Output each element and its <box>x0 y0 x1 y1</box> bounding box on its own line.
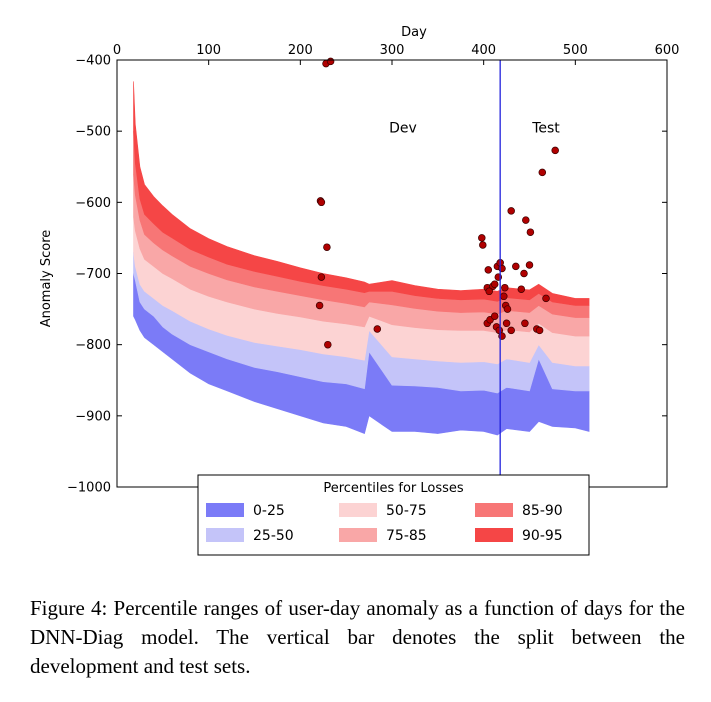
legend-swatch <box>339 528 377 542</box>
outlier-point <box>324 340 332 349</box>
x-tick-label: 200 <box>288 43 313 58</box>
legend-swatch <box>339 503 377 517</box>
x-axis-label: Day <box>401 25 427 40</box>
outlier-point <box>507 326 515 335</box>
outlier-point <box>479 241 487 249</box>
legend-label: 50-75 <box>386 503 427 519</box>
outlier-point <box>512 262 520 271</box>
outlier-point <box>542 294 550 303</box>
band-90-95 <box>133 81 590 306</box>
legend-swatch <box>475 528 513 542</box>
annotations: Dev Test <box>389 121 560 137</box>
outlier-point <box>535 326 544 335</box>
outlier-point <box>522 216 530 224</box>
legend-swatch <box>206 503 244 517</box>
outlier-point <box>317 198 326 207</box>
outlier-point <box>520 269 528 278</box>
annotation-test: Test <box>531 121 560 137</box>
x-tick-label: 0 <box>113 43 121 58</box>
outlier-point <box>485 287 493 296</box>
outlier-point <box>323 243 331 251</box>
outlier-point <box>490 280 499 288</box>
x-tick-label: 100 <box>196 43 221 58</box>
outlier-point <box>500 292 508 301</box>
legend-box <box>197 474 590 556</box>
y-axis-ticks: −400 −500 −600 −700 −800 −900 −1000 <box>67 54 667 496</box>
outlier-point <box>551 146 559 155</box>
annotation-dev: Dev <box>389 121 417 137</box>
y-tick-label: −1000 <box>67 481 111 496</box>
legend-swatch <box>475 503 513 517</box>
percentile-bands <box>133 81 590 436</box>
outlier-point <box>501 283 509 292</box>
legend-label: 90-95 <box>522 528 563 544</box>
outlier-point <box>502 319 511 328</box>
outlier-point <box>373 325 382 333</box>
outlier-point <box>526 228 535 236</box>
outlier-points <box>315 57 559 349</box>
legend-label: 0-25 <box>253 503 285 519</box>
x-axis-ticks: 0 100 200 300 400 500 600 <box>113 43 680 487</box>
x-tick-label: 400 <box>471 43 496 58</box>
y-axis-label: Anomaly Score <box>39 230 54 328</box>
outlier-point <box>503 305 512 313</box>
chart-figure: 0 100 200 300 400 500 600 −400 −500 −600 −700 −800… <box>39 25 680 556</box>
outlier-point <box>317 273 326 281</box>
outlier-point <box>521 319 529 328</box>
outlier-point <box>507 207 515 215</box>
legend-title: Percentiles for Losses <box>323 481 464 496</box>
y-tick-label: −400 <box>75 54 111 69</box>
outlier-point <box>490 312 499 320</box>
y-tick-label: −800 <box>75 338 111 353</box>
figure-caption: Figure 4: Percentile ranges of user-day … <box>30 596 685 678</box>
x-tick-label: 500 <box>563 43 588 58</box>
outlier-point <box>478 234 486 242</box>
legend: Percentiles for Losses 0-25 25-50 50-75 75-8… <box>197 474 590 556</box>
outlier-point <box>326 57 335 66</box>
legend-swatch <box>206 528 244 542</box>
outlier-point <box>484 266 493 274</box>
y-tick-label: −600 <box>75 196 111 211</box>
outlier-point <box>538 168 547 177</box>
x-tick-label: 600 <box>655 43 680 58</box>
outlier-point <box>315 301 324 310</box>
y-tick-label: −900 <box>75 409 111 424</box>
y-tick-label: −700 <box>75 267 111 282</box>
x-tick-label: 300 <box>380 43 405 58</box>
legend-label: 75-85 <box>386 528 427 544</box>
legend-label: 85-90 <box>522 503 563 519</box>
anomaly-percentile-chart: 0 100 200 300 400 500 600 −400 −500 −600 −700 −800… <box>39 25 680 556</box>
outlier-point <box>525 261 534 269</box>
legend-label: 25-50 <box>253 528 294 544</box>
outlier-point <box>517 285 526 293</box>
y-tick-label: −500 <box>75 125 111 140</box>
